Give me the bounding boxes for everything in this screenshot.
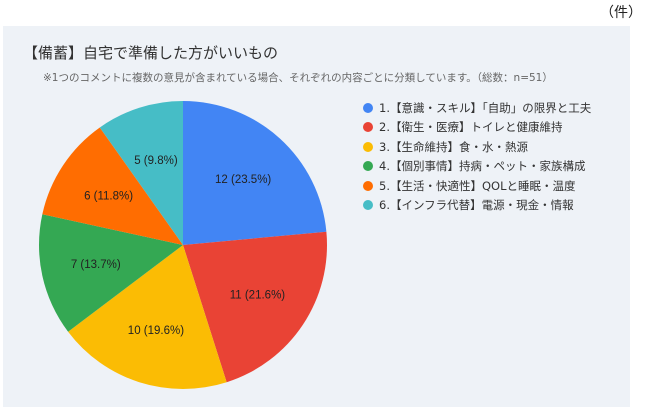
legend-dot-icon	[363, 102, 373, 113]
legend-item[interactable]: 5.【生活・快適性】QOLと睡眠・温度	[363, 176, 591, 196]
legend-item[interactable]: 1.【意識・スキル】「自助」の限界と工夫	[363, 98, 591, 118]
chart-panel: 【備蓄】自宅で準備した方がいいもの ※1つのコメントに複数の意見が含まれている場…	[3, 26, 630, 407]
legend-item[interactable]: 6.【インフラ代替】電源・現金・情報	[363, 196, 591, 216]
unit-label: （件）	[600, 5, 642, 21]
chart-subtitle: ※1つのコメントに複数の意見が含まれている場合、それぞれの内容ごとに分類していま…	[43, 72, 553, 84]
legend: 1.【意識・スキル】「自助」の限界と工夫 2.【衛生・医療】トイレと健康維持 3…	[363, 98, 591, 215]
legend-item[interactable]: 2.【衛生・医療】トイレと健康維持	[363, 118, 591, 138]
legend-dot-icon	[363, 122, 373, 133]
legend-dot-icon	[363, 161, 373, 172]
legend-item[interactable]: 3.【生命維持】食・水・熱源	[363, 137, 591, 157]
legend-item[interactable]: 4.【個別事情】持病・ペット・家族構成	[363, 157, 591, 177]
pie-slice[interactable]	[183, 231, 327, 383]
slice-label: 5 (9.8%)	[134, 155, 178, 167]
pie-chart: 12 (23.5%) 11 (21.6%) 10 (19.6%) 7 (13.7%) 6…	[39, 101, 327, 389]
pie-slice[interactable]	[68, 245, 227, 389]
legend-dot-icon	[363, 200, 373, 211]
chart-title: 【備蓄】自宅で準備した方がいいもの	[23, 44, 279, 62]
pie-slice[interactable]	[42, 127, 183, 245]
pie-slice[interactable]	[99, 101, 183, 245]
slice-label: 12 (23.5%)	[215, 174, 271, 186]
slice-label: 11 (21.6%)	[230, 289, 286, 301]
slice-label: 10 (19.6%)	[128, 325, 184, 337]
pie-slice[interactable]	[39, 214, 183, 332]
slice-label: 7 (13.7%)	[71, 259, 121, 271]
pie-slice[interactable]	[183, 101, 327, 245]
legend-dot-icon	[363, 141, 373, 152]
legend-dot-icon	[363, 180, 373, 191]
slice-label: 6 (11.8%)	[84, 191, 133, 203]
